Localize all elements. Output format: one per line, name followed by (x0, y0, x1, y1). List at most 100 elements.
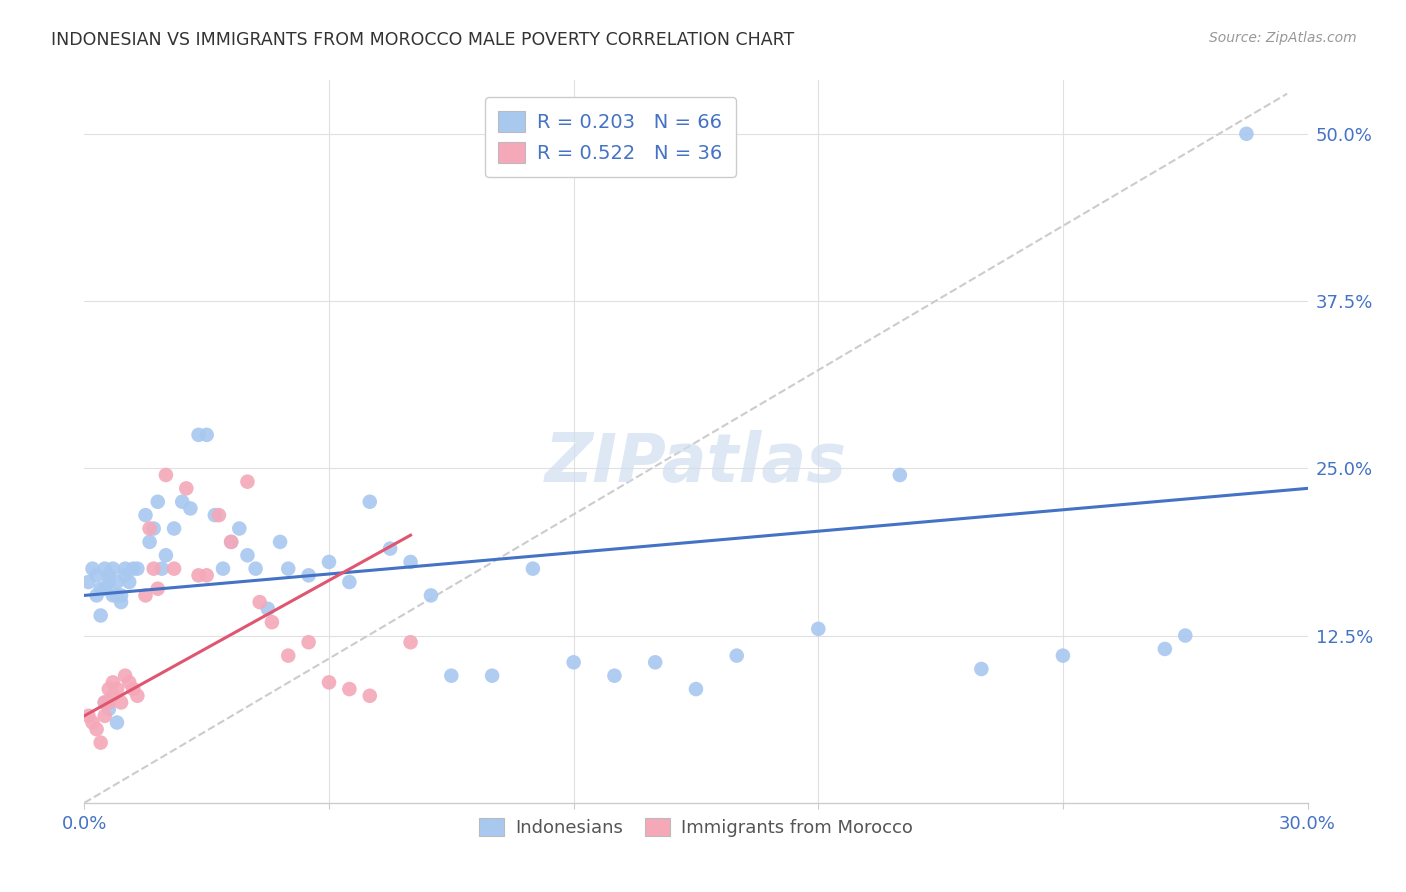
Point (195, 427, 218, 442)
Point (236, 475, 259, 489)
Point (1236, 127, 1258, 141)
Point (97, 681, 120, 696)
Point (204, 508, 226, 523)
Point (562, 655, 585, 669)
Point (82, 715, 104, 730)
Point (174, 482, 197, 496)
Point (114, 568, 136, 582)
Legend: Indonesians, Immigrants from Morocco: Indonesians, Immigrants from Morocco (472, 811, 920, 845)
Point (105, 715, 128, 730)
Point (77, 575, 100, 590)
Point (644, 655, 666, 669)
Point (86, 589, 108, 603)
Point (150, 562, 173, 576)
Point (118, 575, 141, 590)
Point (101, 562, 124, 576)
Point (127, 689, 149, 703)
Point (298, 568, 321, 582)
Point (93, 582, 115, 596)
Point (260, 615, 283, 630)
Point (298, 635, 321, 649)
Point (105, 589, 128, 603)
Point (889, 467, 911, 482)
Point (114, 669, 136, 683)
Point (86, 723, 108, 737)
Point (163, 521, 186, 535)
Point (172, 494, 194, 508)
Point (138, 534, 160, 549)
Point (1154, 642, 1177, 657)
Point (101, 589, 124, 603)
Point (269, 534, 291, 549)
Point (257, 602, 280, 616)
Text: Source: ZipAtlas.com: Source: ZipAtlas.com (1209, 31, 1357, 45)
Point (97, 696, 120, 710)
Point (93, 696, 115, 710)
Point (970, 662, 993, 676)
Point (212, 562, 235, 576)
Point (155, 548, 177, 563)
Point (219, 534, 242, 549)
Point (359, 494, 381, 508)
Point (236, 548, 259, 563)
Point (101, 675, 124, 690)
Point (318, 675, 340, 690)
Text: INDONESIAN VS IMMIGRANTS FROM MOROCCO MALE POVERTY CORRELATION CHART: INDONESIAN VS IMMIGRANTS FROM MOROCCO MA… (51, 31, 794, 49)
Point (155, 467, 177, 482)
Point (90, 735, 112, 749)
Point (228, 521, 250, 535)
Point (339, 575, 361, 590)
Point (135, 589, 157, 603)
Point (127, 562, 149, 576)
Point (179, 501, 201, 516)
Point (138, 521, 160, 535)
Point (245, 562, 267, 576)
Point (97, 568, 120, 582)
Point (318, 555, 340, 569)
Point (93, 562, 115, 576)
Point (1174, 628, 1197, 642)
Point (135, 508, 157, 523)
Point (146, 582, 169, 596)
Point (399, 635, 422, 649)
Point (90, 582, 112, 596)
Point (481, 669, 503, 683)
Point (118, 675, 141, 690)
Point (97, 702, 120, 716)
Point (399, 555, 422, 569)
Point (1052, 648, 1074, 663)
Point (122, 681, 145, 696)
Point (110, 595, 132, 609)
Point (146, 494, 169, 508)
Point (86, 568, 108, 582)
Point (97, 575, 120, 590)
Point (277, 562, 299, 576)
Point (82, 562, 104, 576)
Point (105, 681, 128, 696)
Point (77, 708, 100, 723)
Point (277, 648, 299, 663)
Point (122, 562, 145, 576)
Point (101, 689, 124, 703)
Point (90, 608, 112, 623)
Point (187, 427, 209, 442)
Point (807, 622, 830, 636)
Point (93, 696, 115, 710)
Point (420, 589, 443, 603)
Point (142, 521, 165, 535)
Point (105, 575, 128, 590)
Point (522, 562, 544, 576)
Point (249, 595, 271, 609)
Point (208, 508, 231, 523)
Point (219, 534, 242, 549)
Point (339, 681, 361, 696)
Point (359, 689, 381, 703)
Text: ZIPatlas: ZIPatlas (546, 430, 846, 496)
Point (187, 568, 209, 582)
Point (142, 562, 165, 576)
Point (93, 708, 115, 723)
Point (685, 681, 707, 696)
Point (195, 568, 218, 582)
Point (725, 648, 748, 663)
Point (603, 669, 626, 683)
